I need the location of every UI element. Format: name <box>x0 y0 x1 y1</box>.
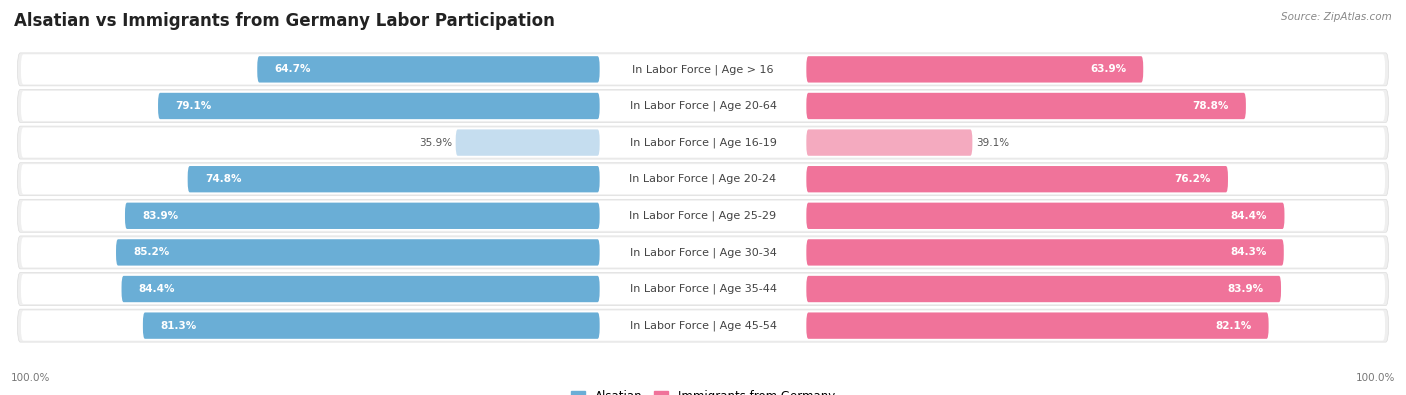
Text: 83.9%: 83.9% <box>142 211 179 221</box>
FancyBboxPatch shape <box>807 276 1281 302</box>
FancyBboxPatch shape <box>257 56 599 83</box>
FancyBboxPatch shape <box>807 130 973 156</box>
FancyBboxPatch shape <box>17 309 1389 342</box>
FancyBboxPatch shape <box>807 203 1285 229</box>
FancyBboxPatch shape <box>17 199 1389 232</box>
Text: 82.1%: 82.1% <box>1215 321 1251 331</box>
FancyBboxPatch shape <box>143 312 599 339</box>
Text: In Labor Force | Age 35-44: In Labor Force | Age 35-44 <box>630 284 776 294</box>
Legend: Alsatian, Immigrants from Germany: Alsatian, Immigrants from Germany <box>567 385 839 395</box>
Text: In Labor Force | Age 25-29: In Labor Force | Age 25-29 <box>630 211 776 221</box>
FancyBboxPatch shape <box>21 128 1385 158</box>
Text: 74.8%: 74.8% <box>205 174 242 184</box>
FancyBboxPatch shape <box>21 310 1385 340</box>
FancyBboxPatch shape <box>121 276 599 302</box>
FancyBboxPatch shape <box>21 164 1385 194</box>
Text: In Labor Force | Age 16-19: In Labor Force | Age 16-19 <box>630 137 776 148</box>
FancyBboxPatch shape <box>187 166 599 192</box>
Text: 35.9%: 35.9% <box>419 137 453 148</box>
Text: 64.7%: 64.7% <box>274 64 311 74</box>
FancyBboxPatch shape <box>117 239 599 265</box>
FancyBboxPatch shape <box>17 126 1389 159</box>
FancyBboxPatch shape <box>807 239 1284 265</box>
Text: 85.2%: 85.2% <box>134 247 170 258</box>
Text: In Labor Force | Age 20-64: In Labor Force | Age 20-64 <box>630 101 776 111</box>
FancyBboxPatch shape <box>17 53 1389 86</box>
Text: 78.8%: 78.8% <box>1192 101 1229 111</box>
Text: 81.3%: 81.3% <box>160 321 197 331</box>
Text: 76.2%: 76.2% <box>1174 174 1211 184</box>
Text: Source: ZipAtlas.com: Source: ZipAtlas.com <box>1281 12 1392 22</box>
FancyBboxPatch shape <box>21 237 1385 267</box>
Text: 100.0%: 100.0% <box>1355 373 1395 383</box>
FancyBboxPatch shape <box>807 56 1143 83</box>
FancyBboxPatch shape <box>807 166 1227 192</box>
FancyBboxPatch shape <box>17 163 1389 196</box>
Text: 84.4%: 84.4% <box>139 284 176 294</box>
Text: In Labor Force | Age 30-34: In Labor Force | Age 30-34 <box>630 247 776 258</box>
FancyBboxPatch shape <box>17 236 1389 269</box>
Text: In Labor Force | Age 20-24: In Labor Force | Age 20-24 <box>630 174 776 184</box>
FancyBboxPatch shape <box>21 201 1385 231</box>
Text: 39.1%: 39.1% <box>976 137 1010 148</box>
Text: 100.0%: 100.0% <box>11 373 51 383</box>
FancyBboxPatch shape <box>21 274 1385 304</box>
FancyBboxPatch shape <box>17 90 1389 122</box>
FancyBboxPatch shape <box>456 130 599 156</box>
Text: 79.1%: 79.1% <box>176 101 211 111</box>
Text: In Labor Force | Age > 16: In Labor Force | Age > 16 <box>633 64 773 75</box>
Text: 84.4%: 84.4% <box>1230 211 1267 221</box>
FancyBboxPatch shape <box>21 91 1385 121</box>
Text: In Labor Force | Age 45-54: In Labor Force | Age 45-54 <box>630 320 776 331</box>
FancyBboxPatch shape <box>807 312 1268 339</box>
Text: 63.9%: 63.9% <box>1090 64 1126 74</box>
Text: Alsatian vs Immigrants from Germany Labor Participation: Alsatian vs Immigrants from Germany Labo… <box>14 12 555 30</box>
FancyBboxPatch shape <box>17 273 1389 305</box>
FancyBboxPatch shape <box>807 93 1246 119</box>
FancyBboxPatch shape <box>157 93 599 119</box>
Text: 84.3%: 84.3% <box>1230 247 1267 258</box>
FancyBboxPatch shape <box>21 55 1385 85</box>
Text: 83.9%: 83.9% <box>1227 284 1264 294</box>
FancyBboxPatch shape <box>125 203 599 229</box>
